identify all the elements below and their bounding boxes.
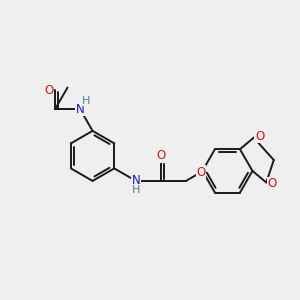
Text: H: H xyxy=(82,96,91,106)
Text: O: O xyxy=(268,178,277,190)
Text: H: H xyxy=(132,185,140,195)
Text: O: O xyxy=(196,166,206,179)
Text: N: N xyxy=(132,174,140,188)
Text: O: O xyxy=(156,149,166,162)
Text: N: N xyxy=(76,103,84,116)
Text: O: O xyxy=(255,130,264,143)
Text: O: O xyxy=(44,84,53,97)
